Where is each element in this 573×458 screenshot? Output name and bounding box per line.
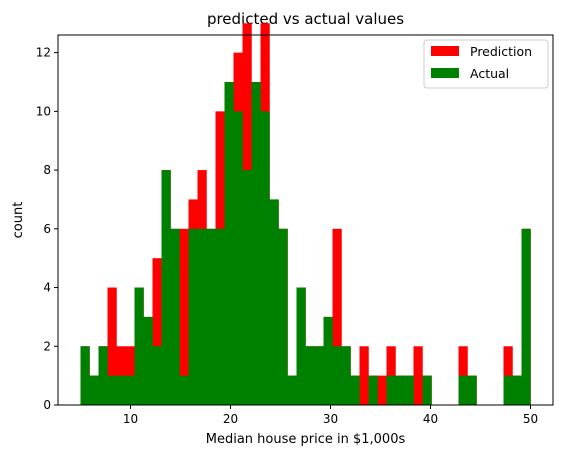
bar-actual-27 [323,316,333,405]
bar-actual-16 [224,81,234,405]
bar-actual-28 [332,346,342,405]
bar-prediction-3 [107,287,117,405]
bar-actual-34 [386,375,396,405]
x-axis-label: Median house price in $1,000s [206,432,406,447]
x-tick-label-40: 40 [423,412,438,426]
y-tick-label-8: 8 [43,163,51,177]
bar-actual-20 [260,111,270,405]
bar-actual-23 [287,375,297,405]
y-tick-label-4: 4 [43,281,51,295]
bar-actual-26 [314,346,324,405]
histogram-bars [80,23,531,406]
bar-actual-12 [188,228,198,405]
bar-actual-43 [467,375,477,405]
bar-actual-6 [134,287,144,405]
bar-actual-7 [143,316,153,405]
bar-actual-35 [395,375,405,405]
chart-title: predicted vs actual values [207,10,404,28]
bar-actual-11 [179,375,189,405]
bar-actual-0 [80,346,90,405]
x-tick-label-30: 30 [323,412,338,426]
y-tick-label-2: 2 [43,339,51,353]
bar-prediction-33 [377,375,387,405]
bar-actual-49 [521,228,531,405]
legend-label-prediction: Prediction [470,44,532,59]
legend-swatch-prediction [431,46,459,56]
y-axis-ticks: 0 2 4 6 8 10 12 [36,46,58,412]
y-tick-label-0: 0 [43,398,51,412]
plot-frame [57,34,554,406]
bar-actual-24 [296,287,306,405]
bar-actual-47 [503,375,513,405]
bar-prediction-8 [152,258,162,405]
bar-actual-10 [170,228,180,405]
bar-prediction-11 [179,228,189,405]
bar-actual-25 [305,346,315,405]
y-tick-label-6: 6 [43,222,51,236]
x-tick-label-10: 10 [123,412,138,426]
bar-actual-2 [98,346,108,405]
bar-actual-9 [161,170,171,405]
bar-actual-15 [215,228,225,405]
bar-actual-3 [107,375,117,405]
bar-actual-38 [422,375,432,405]
bar-actual-1 [89,375,99,405]
bar-actual-19 [251,81,261,405]
bar-actual-22 [278,228,288,405]
bar-actual-4 [116,375,126,405]
x-tick-label-20: 20 [223,412,238,426]
y-tick-label-10: 10 [36,104,51,118]
bar-actual-17 [233,111,243,405]
bar-actual-14 [206,228,216,405]
x-axis-ticks: 10 20 30 40 50 [123,405,538,426]
x-tick-label-50: 50 [523,412,538,426]
bar-actual-32 [368,375,378,405]
legend-swatch-actual [431,68,459,78]
bar-actual-29 [341,346,351,405]
bar-actual-36 [404,375,414,405]
bar-actual-30 [350,375,360,405]
legend: Prediction Actual [423,39,549,89]
y-axis-label: count [11,202,26,239]
bar-actual-18 [242,170,252,405]
y-tick-label-12: 12 [36,46,51,60]
legend-label-actual: Actual [470,66,509,81]
bar-actual-48 [512,375,522,405]
bar-actual-13 [197,228,207,405]
bar-prediction-31 [359,346,369,405]
bar-prediction-28 [332,228,342,405]
bar-actual-42 [458,375,468,405]
bar-actual-8 [152,346,162,405]
bar-prediction-37 [413,346,423,405]
bar-actual-5 [125,375,135,405]
bar-actual-21 [269,199,279,405]
